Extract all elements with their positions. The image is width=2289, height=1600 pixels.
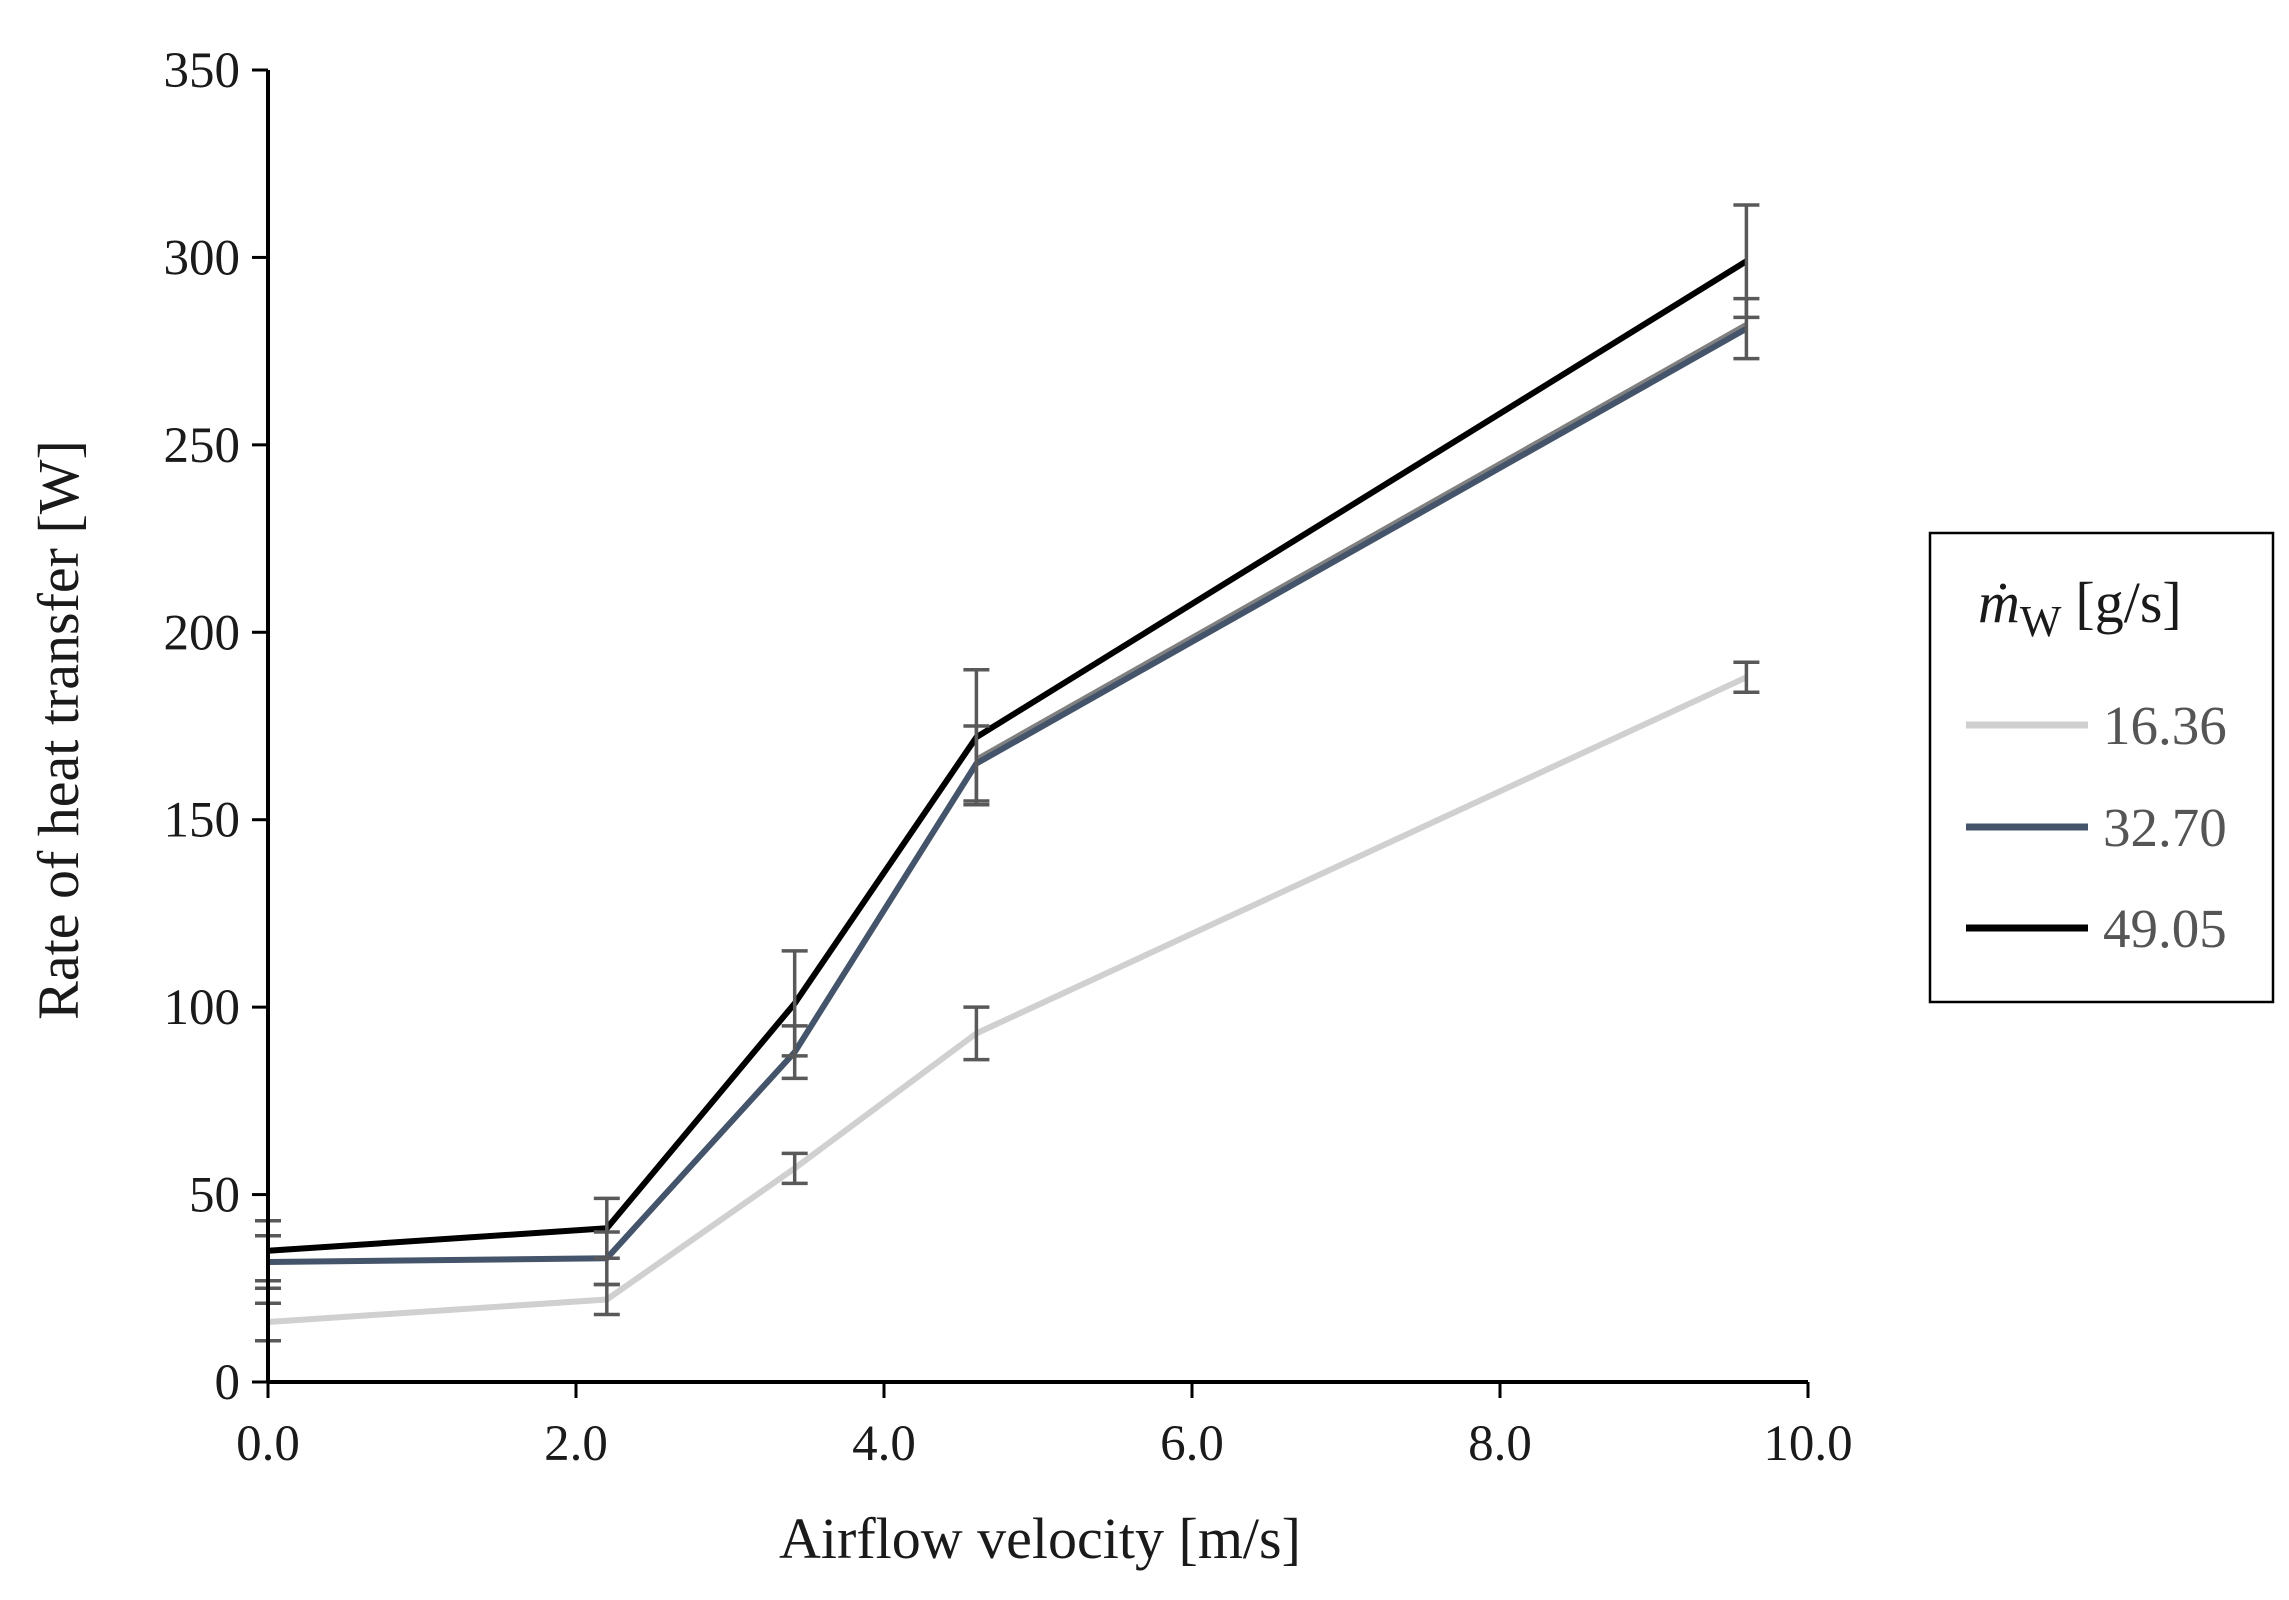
- error-bar: [963, 1005, 990, 1062]
- x-tick-label: 4.0: [852, 1416, 916, 1472]
- series-line-3: [267, 258, 1748, 1254]
- x-tick-label: 6.0: [1160, 1416, 1224, 1472]
- x-tick-label: 10.0: [1763, 1416, 1852, 1472]
- legend-label: 16.36: [2103, 695, 2227, 756]
- error-bar: [963, 668, 990, 807]
- legend-item: 32.70: [1966, 797, 2227, 858]
- y-tick-label: 200: [164, 605, 241, 661]
- legend-title: ṁW [g/s]: [1978, 570, 2182, 646]
- legend-items: 16.36 32.70 49.05: [1966, 695, 2227, 959]
- y-tick-label: 350: [164, 43, 241, 99]
- legend-title-subscript: W: [2020, 597, 2062, 646]
- error-bar: [781, 949, 808, 1058]
- series-line-2: [267, 326, 1748, 1265]
- y-tick-label: 50: [189, 1168, 240, 1224]
- legend: ṁW [g/s] 16.36 32.70 49.05: [1928, 531, 2275, 1004]
- error-bar: [1733, 660, 1760, 695]
- x-tick-label: 0.0: [236, 1416, 300, 1472]
- x-tick-label: 2.0: [544, 1416, 608, 1472]
- series-layer: [267, 258, 1748, 1325]
- error-bar: [593, 1196, 620, 1261]
- error-bar: [1733, 203, 1760, 320]
- legend-label: 32.70: [2103, 797, 2227, 858]
- y-tick-label: 300: [164, 230, 241, 286]
- legend-title-symbol: ṁ: [1978, 570, 2020, 635]
- y-tick-label: 250: [164, 418, 241, 474]
- legend-item: 16.36: [1966, 695, 2227, 756]
- series-line-1: [267, 674, 1748, 1325]
- y-tick-label: 150: [164, 793, 241, 849]
- legend-item: 49.05: [1966, 898, 2227, 959]
- y-tick-label: 0: [215, 1355, 241, 1411]
- x-tick-label: 8.0: [1468, 1416, 1532, 1472]
- legend-box: [1928, 531, 2275, 1004]
- series-line-unlabeled: [974, 322, 1748, 763]
- x-axis-title: Airflow velocity [m/s]: [779, 1506, 1301, 1571]
- legend-label: 49.05: [2103, 898, 2227, 959]
- axes-layer: 0 50 100 150 200 250 300 350 0.0 2.0 4.0 6.0 8.0 10.0: [164, 43, 1853, 1472]
- y-tick-label: 100: [164, 980, 241, 1036]
- error-bar: [781, 1151, 808, 1186]
- y-axis-title: Rate of heat transfer [W]: [26, 440, 91, 1020]
- legend-title-unit: [g/s]: [2075, 570, 2181, 635]
